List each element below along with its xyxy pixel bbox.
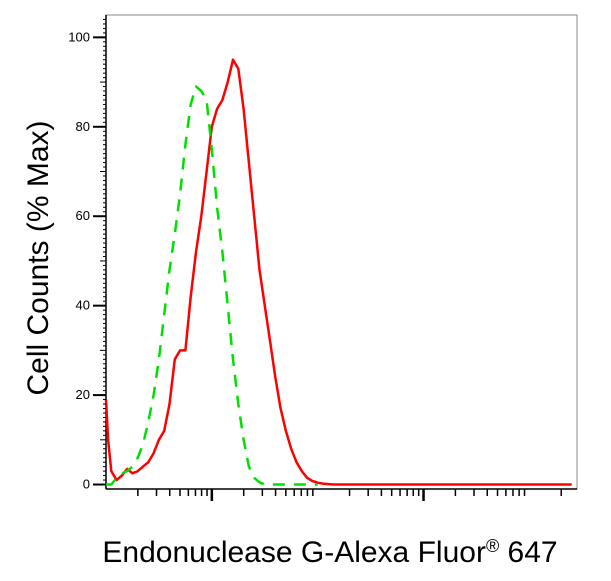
series-group [104,58,572,486]
series-line-2 [106,85,318,486]
y-axis-ticks: 0 20 40 60 80 100 [68,18,106,492]
plot-area-border [105,14,578,490]
y-tick-label: 100 [68,29,90,44]
y-tick-label: 80 [76,119,90,134]
y-tick-label: 40 [76,298,90,313]
y-axis-title: Cell Counts (% Max) [22,120,55,395]
plot-frame [105,14,578,490]
series-line-1 [104,58,572,486]
y-tick-label: 60 [76,208,90,223]
y-tick-label: 20 [76,387,90,402]
x-axis-title-suffix: 647 [499,536,557,569]
y-tick-label: 0 [83,477,90,492]
x-axis-title-superscript: ® [486,536,499,556]
x-axis-ticks [137,489,562,501]
x-axis-title-main: Endonuclease G-Alexa Fluor [102,536,486,569]
x-axis-title: Endonuclease G-Alexa Fluor® 647 [102,536,557,569]
